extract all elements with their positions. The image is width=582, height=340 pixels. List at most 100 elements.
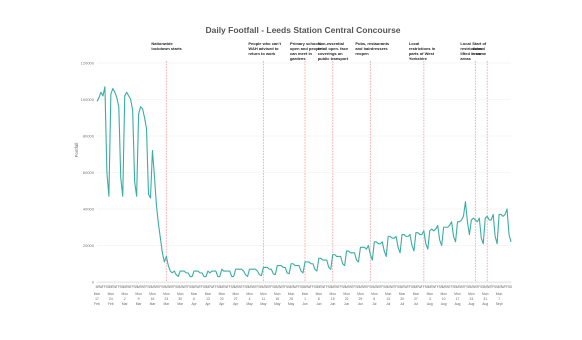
x-day-letter: T	[157, 285, 159, 289]
x-day-letter: S	[149, 285, 152, 289]
x-day-letter: T	[310, 285, 312, 289]
x-week-label-day: Mon	[399, 292, 406, 296]
x-week-label-month: Jun	[330, 302, 335, 306]
x-day-letter: S	[413, 285, 416, 289]
x-day-letter: T	[421, 285, 423, 289]
x-day-letter: W	[294, 285, 298, 289]
x-day-letter: M	[470, 285, 473, 289]
x-week-label-num: 11	[262, 297, 266, 301]
x-day-letter: S	[300, 285, 303, 289]
x-week-label-num: 10	[442, 297, 446, 301]
x-week-label-month: Apr	[233, 302, 239, 306]
x-week-label-day: Mon	[468, 292, 475, 296]
x-week-label-day: Mon	[482, 292, 489, 296]
x-day-letter: M	[109, 285, 112, 289]
x-day-letter: S	[496, 285, 499, 289]
x-week-label-month: Jun	[358, 302, 363, 306]
x-week-label-day: Mon	[427, 292, 434, 296]
x-day-letter: F	[159, 285, 161, 289]
x-day-letter: T	[130, 285, 132, 289]
annotation-text: Local	[460, 41, 470, 46]
x-day-letter: F	[284, 285, 286, 289]
x-day-letter: F	[118, 285, 120, 289]
y-axis: 0 20000 40000 60000 80000 100000 120000	[81, 60, 95, 284]
x-week-label-month: Jun	[316, 302, 321, 306]
x-day-letter: T	[181, 285, 183, 289]
x-day-letter: F	[423, 285, 425, 289]
x-day-letter: W	[127, 285, 131, 289]
x-day-letter: T	[458, 285, 460, 289]
x-day-letter: F	[437, 285, 439, 289]
x-day-letter: S	[383, 285, 386, 289]
x-day-letter: T	[195, 285, 197, 289]
x-week-label-month: Apr	[191, 302, 197, 306]
x-week-label-num: 22	[345, 297, 349, 301]
x-day-letter: T	[338, 285, 340, 289]
x-day-letter: M	[484, 285, 487, 289]
x-week-label-num: 8	[318, 297, 320, 301]
annotation-text: gardens	[290, 56, 306, 61]
x-day-letter: T	[431, 285, 433, 289]
x-week-label-month: Aug	[441, 302, 447, 306]
annotation-text: school	[472, 46, 485, 51]
x-day-letter: M	[96, 285, 99, 289]
x-week-label-num: 20	[400, 297, 404, 301]
x-day-letter: S	[233, 285, 236, 289]
x-day-letter: T	[324, 285, 326, 289]
x-day-letter: W	[335, 285, 339, 289]
x-day-letter: S	[191, 285, 194, 289]
x-week-label-num: 24	[470, 297, 474, 301]
x-day-letter: T	[250, 285, 252, 289]
x-day-letter: S	[217, 285, 220, 289]
x-day-letter: F	[201, 285, 203, 289]
x-day-letter: S	[106, 285, 109, 289]
x-week-label-month: Jun	[302, 302, 307, 306]
x-day-letter: S	[369, 285, 372, 289]
x-day-letter: F	[409, 285, 411, 289]
annotation-text: lockdown starts	[151, 46, 182, 51]
x-day-letter: S	[272, 285, 275, 289]
x-day-letter: T	[296, 285, 298, 289]
x-week-label-month: Jul	[372, 302, 376, 306]
x-day-letter: S	[203, 285, 206, 289]
x-day-letter: F	[506, 285, 508, 289]
x-day-letter: F	[354, 285, 356, 289]
x-week-label-day: Mon	[288, 292, 295, 296]
x-day-letter: F	[215, 285, 217, 289]
x-week-label-day: Mon	[246, 292, 253, 296]
x-day-letter: S	[344, 285, 347, 289]
x-day-letter: S	[355, 285, 358, 289]
x-day-letter: S	[286, 285, 289, 289]
x-day-letter: T	[102, 285, 104, 289]
x-day-letter: T	[435, 285, 437, 289]
x-week-label-month: Jun	[344, 302, 349, 306]
x-day-letter: S	[189, 285, 192, 289]
annotation-text: open and people	[290, 46, 323, 51]
x-day-letter: F	[451, 285, 453, 289]
y-tick-label: 20000	[83, 243, 95, 248]
y-tick-label: 60000	[83, 170, 95, 175]
x-week-label-day: Mon	[371, 292, 378, 296]
x-week-label-day: Mon	[330, 292, 337, 296]
annotation-text: can meet in	[290, 51, 313, 56]
x-week-label-num: 4	[249, 297, 251, 301]
x-day-letter: T	[126, 285, 128, 289]
x-week-label-month: Feb	[108, 302, 114, 306]
x-day-letter: W	[307, 285, 311, 289]
x-day-letter: F	[256, 285, 258, 289]
x-day-letter: S	[454, 285, 457, 289]
x-day-letter: M	[317, 285, 320, 289]
x-day-letter: W	[474, 285, 478, 289]
x-day-letter: W	[252, 285, 256, 289]
